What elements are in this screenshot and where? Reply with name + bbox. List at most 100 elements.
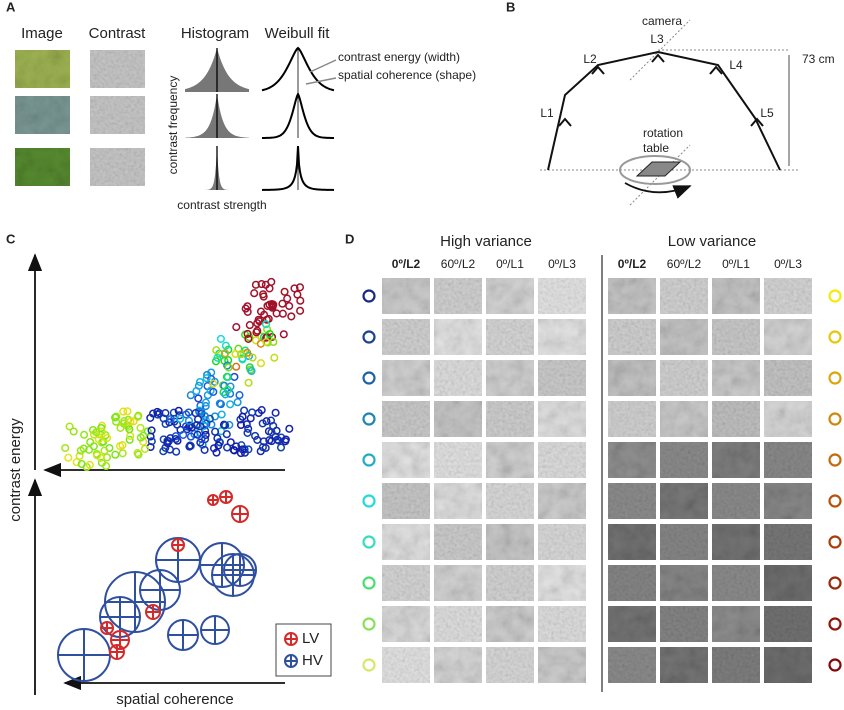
scatter-point [209, 387, 218, 396]
row-marker [362, 453, 376, 467]
scatter-point [133, 449, 142, 458]
annotation: contrast energy (width) [338, 50, 460, 64]
texture-cell [764, 360, 812, 396]
texture-cell [712, 647, 760, 683]
scatter-point [116, 423, 125, 432]
scatter-point [202, 374, 211, 383]
row-marker [828, 289, 842, 303]
row-marker [362, 289, 376, 303]
summary-cross [212, 554, 254, 596]
scatter-point [238, 412, 247, 421]
texture-cell [434, 442, 482, 478]
scatter-point [287, 312, 296, 321]
scatter-point [278, 309, 287, 318]
column-header: Image [21, 25, 63, 42]
scatter-point [222, 430, 231, 439]
texture-cell [382, 401, 430, 437]
texture-cell [712, 606, 760, 642]
scatter-point [200, 411, 209, 420]
texture-cell [486, 565, 534, 601]
scatter-point [201, 402, 210, 411]
image-thumb-texture [15, 148, 70, 186]
scatter-point [251, 431, 260, 440]
texture-cell [486, 606, 534, 642]
scatter-point [261, 280, 270, 289]
contrast-thumb [90, 148, 145, 186]
texture-cell [608, 524, 656, 560]
column-header: 0º/L1 [722, 257, 750, 271]
texture-cell [608, 442, 656, 478]
scatter-point [174, 406, 183, 415]
pointer [309, 59, 337, 73]
scatter-point [179, 430, 188, 439]
distance-label: 73 cm [802, 52, 835, 66]
column-header: 0º/L3 [774, 257, 802, 271]
scatter-point [92, 428, 101, 437]
scatter-point [185, 442, 194, 451]
texture-cell [382, 319, 430, 355]
scatter-point [241, 304, 250, 313]
column-header: Contrast [89, 25, 147, 42]
texture-cell [434, 565, 482, 601]
light [651, 53, 665, 63]
light-label: L4 [729, 58, 743, 72]
scatter-point [280, 287, 289, 296]
column-header: Histogram [181, 25, 249, 42]
texture-cell [764, 278, 812, 314]
contrast-thumb [90, 96, 145, 134]
summary-cross [101, 622, 113, 634]
texture-cell [764, 647, 812, 683]
scatter-point [129, 417, 138, 426]
row-marker [362, 412, 376, 426]
summary-cross [208, 495, 218, 505]
scatter-point [191, 409, 200, 418]
texture-cell [660, 401, 708, 437]
summary-cross [285, 633, 297, 645]
row-marker [362, 494, 376, 508]
label: C [6, 231, 16, 246]
row-marker [828, 330, 842, 344]
row-marker [362, 330, 376, 344]
scatter-point [245, 321, 254, 330]
scatter-point [143, 427, 152, 436]
texture-cell [382, 442, 430, 478]
camera-label: camera [642, 14, 682, 28]
scatter-point [125, 435, 134, 444]
scatter-point [201, 430, 210, 439]
texture-cell [486, 401, 534, 437]
texture-cell [712, 524, 760, 560]
scatter-point [97, 427, 106, 436]
scatter-point [92, 451, 102, 460]
scatter-point [196, 422, 205, 431]
scatter-point [276, 443, 286, 452]
texture-cell [434, 606, 482, 642]
texture-cell [712, 278, 760, 314]
texture-cell [538, 401, 586, 437]
scatter-point [200, 445, 209, 454]
scatter-point [64, 453, 73, 462]
texture-cell [382, 647, 430, 683]
scatter-point [296, 306, 305, 315]
scatter-point [134, 411, 143, 420]
label: A [6, 0, 16, 14]
table [635, 161, 682, 177]
texture-cell [486, 442, 534, 478]
light [750, 117, 764, 127]
annotation: spatial coherence (shape) [338, 68, 476, 82]
texture-cell [764, 319, 812, 355]
scatter-point [72, 458, 81, 467]
scatter-point [269, 337, 278, 347]
scatter-point [271, 408, 280, 417]
panels: A Image Contrast Histogram Weibull fit contra… [6, 0, 842, 708]
scatter-point [126, 417, 135, 426]
scatter-point [217, 410, 226, 419]
row-marker [828, 371, 842, 385]
texture-cell [538, 278, 586, 314]
scatter-point [226, 400, 235, 409]
texture-cell [382, 524, 430, 560]
scatter-point [250, 289, 259, 298]
row-marker [828, 617, 842, 631]
scatter-point [259, 290, 268, 299]
scatter-point [256, 359, 266, 368]
